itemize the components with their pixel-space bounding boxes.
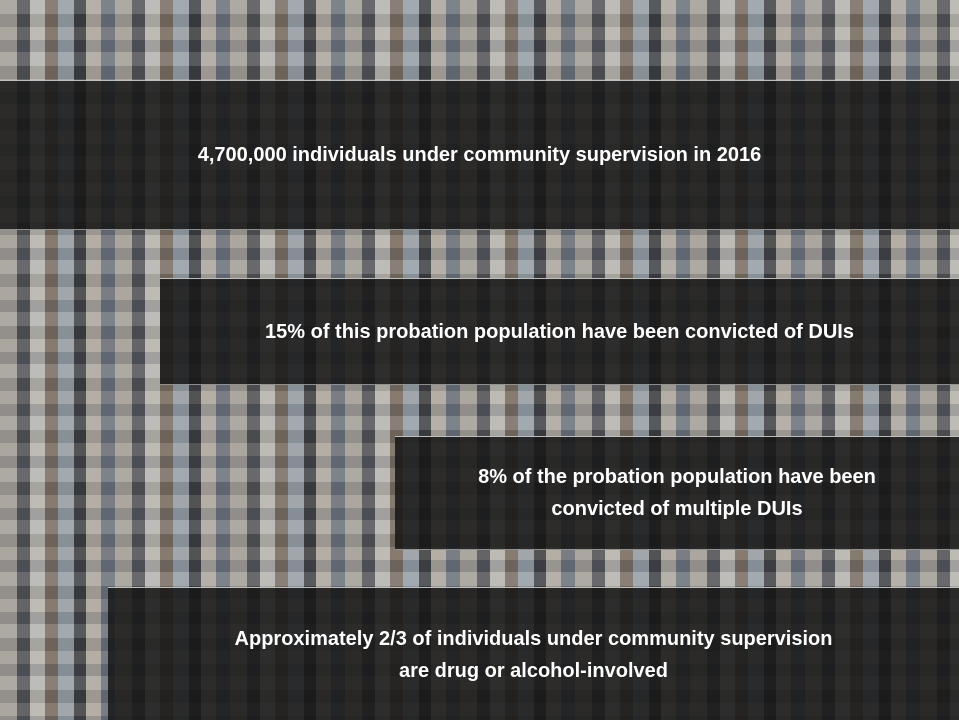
statement-box: 15% of this probation population have be… (160, 278, 959, 385)
statement-text: are drug or alcohol-involved (399, 655, 668, 687)
statement-text: 8% of the probation population have been (478, 461, 876, 493)
statement-text: convicted of multiple DUIs (551, 493, 802, 525)
statement-text: Approximately 2/3 of individuals under c… (235, 623, 833, 655)
statement-text: 4,700,000 individuals under community su… (198, 139, 762, 171)
statement-box: 8% of the probation population have been… (395, 436, 959, 550)
statement-text: 15% of this probation population have be… (265, 316, 854, 348)
slide: 4,700,000 individuals under community su… (0, 0, 959, 720)
statement-box: 4,700,000 individuals under community su… (0, 80, 959, 230)
statement-box: Approximately 2/3 of individuals under c… (108, 587, 959, 720)
